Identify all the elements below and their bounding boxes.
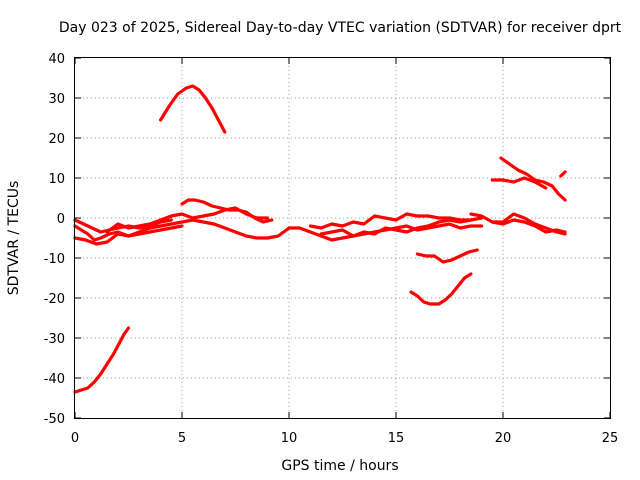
x-tick-label: 5 xyxy=(178,431,186,446)
y-tick-label: 0 xyxy=(57,212,65,227)
series-arc-10 xyxy=(319,218,473,238)
x-tick-label: 10 xyxy=(281,431,298,446)
chart-title: Day 023 of 2025, Sidereal Day-to-day VTE… xyxy=(59,20,622,36)
series-arc-17 xyxy=(559,170,567,178)
series-layer xyxy=(73,84,567,394)
y-tick-label: 10 xyxy=(48,172,65,187)
y-tick-label: -50 xyxy=(44,412,65,427)
series-arc-9 xyxy=(308,212,484,230)
series-arc-11 xyxy=(415,248,479,264)
y-tick-label: 40 xyxy=(48,52,65,67)
series-arc-2 xyxy=(159,84,227,134)
series-arc-3 xyxy=(73,218,270,242)
y-axis-label: SDTVAR / TECUs xyxy=(6,181,22,296)
plot-frame xyxy=(74,57,611,419)
y-axis: -50 -40 -30 -20 -10 0 10 20 30 40 xyxy=(44,52,610,427)
y-tick-label: -30 xyxy=(44,332,65,347)
series-arc-1 xyxy=(73,326,131,394)
grid-lines xyxy=(75,58,610,418)
x-tick-label: 25 xyxy=(602,431,619,446)
series-arc-4 xyxy=(73,224,184,246)
series-arc-12 xyxy=(409,272,473,306)
y-tick-label: -40 xyxy=(44,372,65,387)
y-tick-label: 30 xyxy=(48,92,65,107)
x-tick-label: 20 xyxy=(495,431,512,446)
y-tick-label: -10 xyxy=(44,252,65,267)
series-arc-5 xyxy=(73,218,173,234)
y-tick-label: 20 xyxy=(48,132,65,147)
y-tick-label: -20 xyxy=(44,292,65,307)
series-arc-16 xyxy=(490,176,548,190)
series-arc-7 xyxy=(180,198,274,224)
x-tick-label: 0 xyxy=(71,431,79,446)
series-arc-14 xyxy=(490,218,567,234)
series-arc-15 xyxy=(499,156,567,202)
x-tick-label: 15 xyxy=(388,431,405,446)
series-arc-8 xyxy=(266,222,484,242)
x-axis: 0 5 10 15 20 25 xyxy=(71,58,618,446)
x-axis-label: GPS time / hours xyxy=(281,458,398,474)
